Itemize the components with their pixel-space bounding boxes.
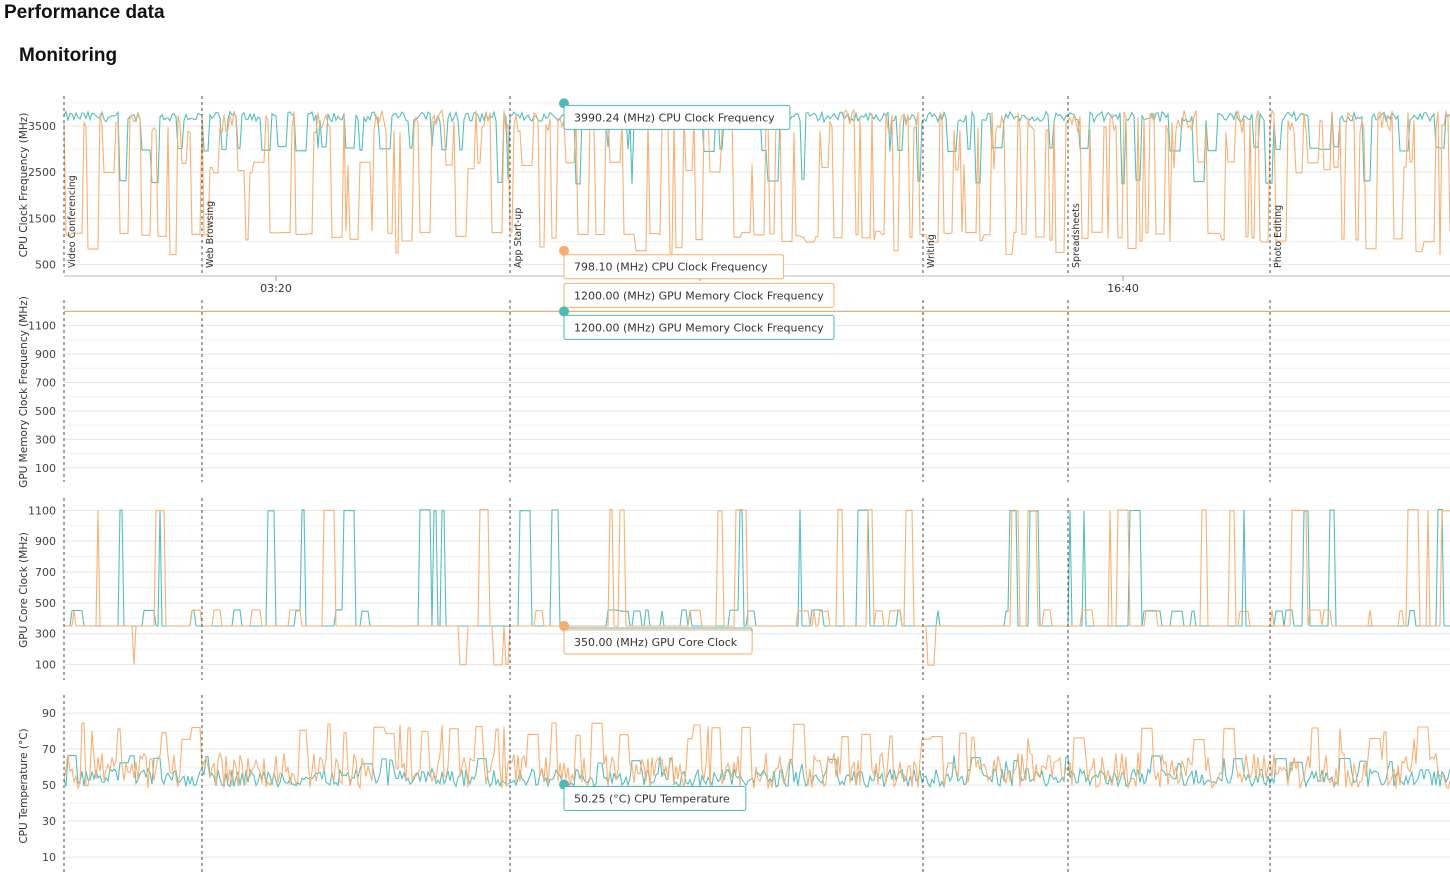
x-tick-label: 16:40 [1107,282,1139,295]
y-tick-label: 1500 [28,212,56,225]
y-tick-label: 500 [35,597,56,610]
tooltip-box [563,254,785,280]
page-title: Performance data [4,2,165,23]
y-tick-label: 50 [42,779,56,792]
tooltip-text: 1200.00 (MHz) GPU Memory Clock Frequency [574,289,824,302]
y-tick-label: 10 [42,851,56,864]
y-tick-label: 1100 [28,320,56,333]
tooltip-box [563,282,835,308]
tooltip-text: 3990.24 (MHz) CPU Clock Frequency [574,111,775,124]
y-tick-label: 300 [35,628,56,641]
y-tick-label: 2500 [28,166,56,179]
y-tick-label: 700 [35,376,56,389]
scenario-marker-label: Web Browsing [205,201,216,268]
y-tick-label: 30 [42,815,56,828]
series-line-teal [64,509,1450,627]
tooltip-text: 350.00 (MHz) GPU Core Clock [574,636,738,649]
y-tick-label: 100 [35,659,56,672]
series-line-orange [63,722,1450,791]
x-tick-label: 03:20 [260,282,292,295]
y-axis-label: CPU Temperature (°C) [18,728,30,843]
tooltip-text: 50.25 (°C) CPU Temperature [574,793,730,806]
tooltip-point [559,306,569,317]
y-axis-label: CPU Clock Frequency (MHz) [18,113,30,258]
series-line-orange [63,108,1450,256]
series-line-orange [64,509,1450,666]
tooltip-box [563,786,747,812]
scenario-marker-label: Spreadsheets [1071,203,1082,268]
scenario-marker-label: App Start-up [513,208,524,268]
scenario-marker-label: Writing [926,234,937,268]
y-tick-label: 90 [42,707,56,720]
y-axis-label: GPU Memory Clock Frequency (MHz) [18,296,30,488]
y-tick-label: 100 [35,462,56,475]
scenario-marker-label: Video Conferencing [67,175,78,268]
y-axis-label: GPU Core Clock (MHz) [18,532,30,648]
scenario-marker-label: Photo Editing [1273,205,1284,268]
y-tick-label: 300 [35,433,56,446]
y-tick-label: 3500 [28,120,56,133]
tooltip-point [559,621,569,632]
tooltip-box [563,104,791,130]
y-tick-label: 700 [35,566,56,579]
y-tick-label: 70 [42,743,56,756]
tooltip-text: 798.10 (MHz) CPU Clock Frequency [574,261,768,274]
section-title: Monitoring [19,45,118,66]
tooltip-text: 1200.00 (MHz) GPU Memory Clock Frequency [574,321,824,334]
y-tick-label: 1100 [28,504,56,517]
y-tick-label: 900 [35,535,56,548]
tooltip-box [563,314,835,340]
tooltip-point [559,245,569,256]
tooltip-box [563,629,753,655]
y-tick-label: 900 [35,348,56,361]
y-tick-label: 500 [35,405,56,418]
y-tick-label: 500 [35,258,56,271]
